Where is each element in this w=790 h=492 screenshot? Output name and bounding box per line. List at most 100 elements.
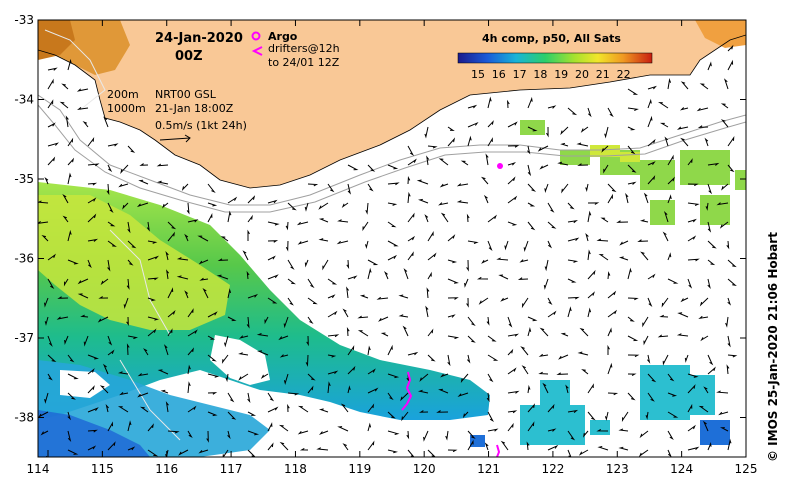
current-vector [165,251,169,261]
current-vector [387,411,396,419]
current-vector [718,411,729,416]
current-vector [587,411,596,421]
current-vector [327,354,337,358]
current-vector [227,210,232,223]
current-vector [607,290,617,299]
current-vector [547,403,555,413]
current-vectors [38,44,738,457]
current-vector [585,232,589,242]
current-vector [126,316,129,327]
current-vector [662,231,669,242]
current-vector [647,373,657,383]
current-vector [176,275,189,280]
current-vector [367,267,372,280]
current-vector [560,126,569,136]
current-vector [687,403,693,413]
colorbar-tick-label: 22 [617,68,631,81]
current-vector [407,158,417,166]
current-vector [621,411,629,423]
current-vector [607,193,613,204]
current-vector [387,221,397,228]
current-vector [147,297,156,302]
current-vector [267,297,278,304]
current-vector [221,354,229,364]
credit-label: © IMOS 25-Jan-2020 21:06 Hobart [766,232,780,462]
current-vector [560,142,569,147]
current-vector [67,259,79,265]
current-vector [547,240,553,249]
current-vector [117,371,129,375]
current-vector [561,183,569,194]
current-vector [287,259,295,270]
current-vector [283,316,289,329]
current-vector [47,335,53,347]
current-vector [127,240,137,249]
current-vector [661,297,669,308]
current-vector [427,328,434,337]
current-vector [187,329,198,337]
current-vector [507,221,518,226]
current-vector [367,440,375,451]
current-vector [427,145,438,149]
current-vector [457,392,469,398]
current-vector [202,287,209,299]
current-vector [521,365,529,375]
current-vector [467,240,479,244]
current-vector [378,316,389,322]
cloud-gap-2 [60,370,110,398]
current-vector [487,428,499,432]
x-tick-label: 120 [413,462,436,476]
current-vector [407,351,419,356]
current-vector [647,175,656,185]
current-vector [667,278,679,284]
current-vector [387,373,400,379]
current-vector [647,85,657,90]
current-vector [447,314,456,318]
current-vector [719,221,729,229]
current-vector [604,411,609,421]
current-vector [207,202,218,207]
current-vector [238,352,249,356]
y-tick-label: -38 [14,411,34,425]
current-vector [596,238,609,242]
current-vector [126,278,130,290]
current-vector [347,385,351,394]
current-vector [327,334,340,338]
current-vector [703,386,709,394]
y-tick-label: -33 [14,13,34,27]
current-vector [376,296,389,300]
current-vector [387,202,398,206]
current-vector [120,164,129,174]
current-vector [677,312,689,318]
current-vector [447,259,458,264]
current-vector [639,430,649,439]
current-vector [642,316,649,328]
current-vector [607,344,610,355]
current-vector [607,362,613,375]
current-vector [367,403,375,413]
current-vector [97,316,109,323]
current-vector [467,135,472,147]
current-vector [627,181,637,185]
current-vector [667,373,675,382]
current-vector [287,278,296,285]
current-vector [199,277,209,281]
current-vector [87,259,92,269]
current-vector [307,183,319,187]
current-vector [625,192,629,204]
current-vector [687,218,697,223]
current-vector [157,369,169,375]
current-vector [587,291,595,299]
current-vector [367,387,379,394]
current-vector [187,219,199,223]
colorbar-tick-label: 19 [554,68,568,81]
current-vector [498,274,509,280]
current-vector [225,373,229,383]
current-vector [627,316,635,322]
current-vector [507,422,514,432]
current-vector [383,270,389,280]
current-vector [547,310,557,318]
current-vector [507,390,520,394]
current-vector [657,334,669,338]
current-vector [587,107,592,118]
